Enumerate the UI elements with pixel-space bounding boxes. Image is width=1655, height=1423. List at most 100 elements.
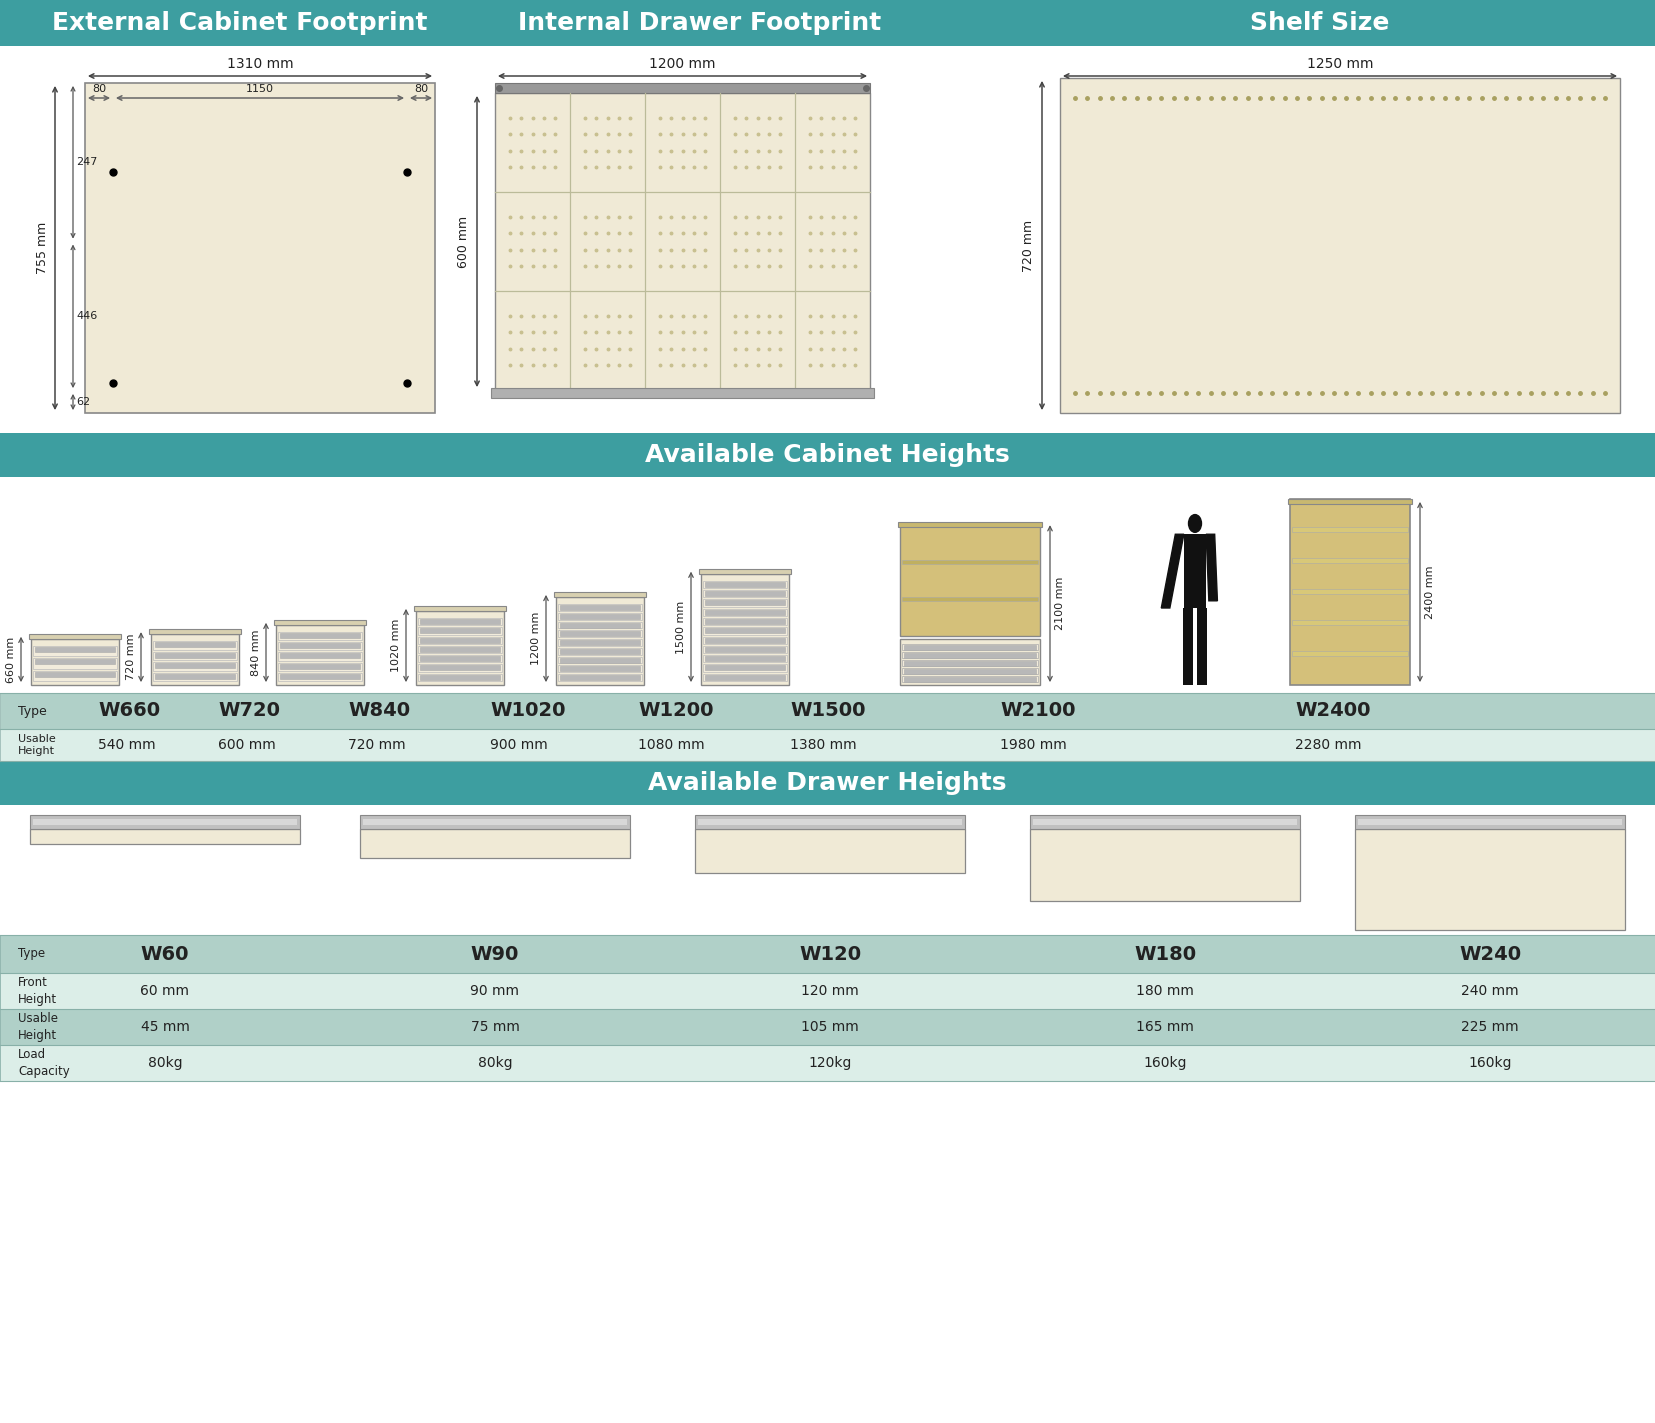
Bar [558, 603, 642, 610]
Text: 446: 446 [76, 312, 98, 322]
Text: 80: 80 [414, 84, 429, 94]
Bar [1029, 830, 1299, 901]
Bar [495, 92, 871, 390]
Bar [495, 83, 871, 92]
Bar [902, 561, 1038, 565]
Bar [1289, 499, 1410, 684]
Text: 540 mm: 540 mm [98, 739, 156, 751]
Bar [899, 522, 1043, 528]
Bar [419, 673, 501, 682]
Bar [558, 666, 642, 672]
Bar [558, 656, 642, 663]
Bar [559, 649, 640, 655]
Bar [420, 675, 500, 680]
Bar [149, 629, 242, 635]
Text: 1380 mm: 1380 mm [789, 739, 857, 751]
Text: 90 mm: 90 mm [470, 983, 520, 998]
Bar [1293, 620, 1408, 625]
Text: 1200 mm: 1200 mm [649, 57, 715, 71]
Bar [705, 619, 784, 623]
Text: Load
Capacity: Load Capacity [18, 1049, 70, 1077]
Text: Available Drawer Heights: Available Drawer Heights [647, 771, 1006, 795]
Bar [900, 639, 1039, 684]
Bar [280, 673, 361, 679]
Bar [559, 640, 640, 645]
Bar [703, 618, 788, 625]
Text: 247: 247 [76, 158, 98, 168]
Bar [0, 935, 1655, 973]
Text: 1500 mm: 1500 mm [675, 601, 687, 653]
Bar [156, 642, 235, 647]
Text: Usable
Height: Usable Height [18, 1013, 58, 1042]
Bar [31, 639, 119, 684]
Bar [1293, 589, 1408, 593]
Bar [1359, 820, 1622, 825]
Bar [420, 628, 500, 633]
Bar [1293, 558, 1408, 564]
Bar [280, 653, 361, 659]
Bar [702, 573, 789, 684]
Bar [280, 643, 361, 647]
Bar [415, 610, 505, 684]
Bar [705, 601, 784, 605]
Bar [156, 673, 235, 679]
Bar [151, 635, 238, 684]
Text: 1080 mm: 1080 mm [637, 739, 705, 751]
Bar [703, 636, 788, 643]
Bar [1029, 815, 1299, 830]
Bar [156, 663, 235, 669]
Text: W240: W240 [1460, 945, 1521, 963]
Text: Type: Type [18, 948, 45, 961]
Text: 2400 mm: 2400 mm [1425, 565, 1435, 619]
Text: 75 mm: 75 mm [470, 1020, 520, 1035]
Bar [705, 647, 784, 652]
Bar [705, 582, 784, 586]
Text: Internal Drawer Footprint: Internal Drawer Footprint [518, 11, 882, 36]
Text: 1310 mm: 1310 mm [227, 57, 293, 71]
Bar [361, 815, 631, 830]
Text: W180: W180 [1134, 945, 1197, 963]
Text: W660: W660 [98, 702, 161, 720]
Bar [419, 665, 501, 672]
Bar [558, 613, 642, 619]
Bar [559, 657, 640, 663]
Bar [703, 599, 788, 606]
Text: 225 mm: 225 mm [1461, 1020, 1519, 1035]
Text: 1250 mm: 1250 mm [1307, 57, 1374, 71]
Text: Available Cabinet Heights: Available Cabinet Heights [645, 443, 1010, 467]
Bar [904, 677, 1036, 682]
Text: W840: W840 [348, 702, 410, 720]
Bar [361, 830, 631, 858]
Text: 80kg: 80kg [478, 1056, 513, 1070]
Bar [705, 628, 784, 633]
Bar [703, 673, 788, 682]
Bar [0, 693, 1655, 729]
Text: Type: Type [18, 704, 46, 717]
Text: 62: 62 [76, 397, 89, 407]
Bar [559, 666, 640, 672]
Text: W90: W90 [470, 945, 520, 963]
Bar [703, 655, 788, 663]
Text: 720 mm: 720 mm [126, 633, 136, 680]
Bar [558, 630, 642, 638]
Bar [698, 820, 962, 825]
Bar [703, 591, 788, 598]
Bar [30, 633, 121, 639]
Text: Usable
Height: Usable Height [18, 734, 56, 756]
Ellipse shape [1188, 514, 1202, 534]
Bar [30, 815, 300, 830]
Bar [492, 388, 874, 398]
Bar [902, 645, 1038, 650]
Bar [695, 830, 965, 872]
Bar [559, 605, 640, 610]
Bar [278, 663, 362, 670]
Bar [152, 662, 237, 670]
Text: 80: 80 [93, 84, 106, 94]
Bar [278, 673, 362, 682]
Text: External Cabinet Footprint: External Cabinet Footprint [53, 11, 427, 36]
Bar [554, 592, 645, 598]
Text: 1150: 1150 [247, 84, 275, 94]
Bar [902, 676, 1038, 682]
Text: 45 mm: 45 mm [141, 1020, 189, 1035]
Bar [280, 663, 361, 669]
